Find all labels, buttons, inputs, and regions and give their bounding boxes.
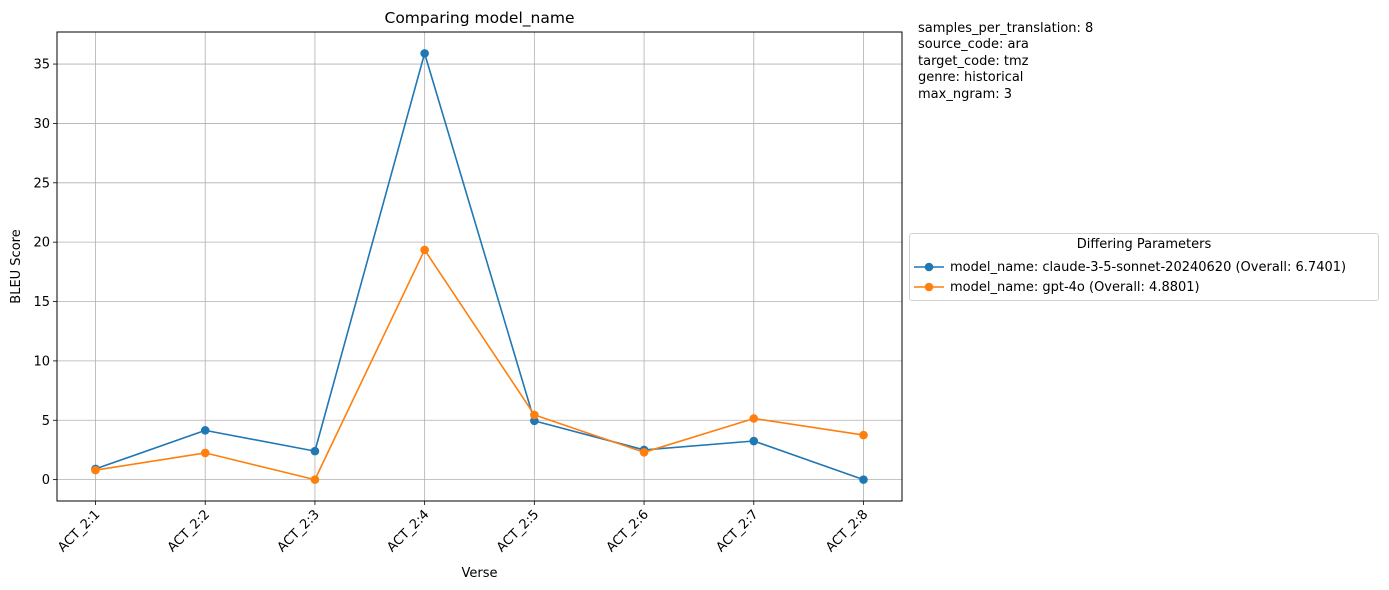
x-tick-label: ACT_2:8 [823, 507, 871, 555]
series-2-point [639, 448, 649, 457]
series-1-line [95, 52, 864, 481]
y-tick-label: 10 [33, 354, 50, 369]
x-tick-label: ACT_2:2 [165, 507, 213, 555]
legend-title: Differing Parameters [1076, 237, 1212, 252]
series-1-point [310, 446, 320, 456]
legend: Differing Parameters model_name: claude-… [909, 233, 1379, 301]
series-1-point [859, 475, 868, 484]
y-tick-label: 15 [33, 295, 50, 310]
x-tick-label: ACT_2:7 [713, 507, 761, 555]
series-1-point [420, 49, 429, 58]
y-tick-label: 5 [42, 414, 50, 429]
x-tick-label: ACT_2:3 [275, 507, 323, 555]
y-axis-label: BLEU Score [9, 229, 24, 303]
legend-swatch-series-2 [914, 282, 944, 292]
series-2-point [91, 465, 100, 475]
y-tick-label: 20 [33, 236, 50, 251]
series-1-point [200, 426, 210, 435]
param-line: source_code: ara [918, 37, 1029, 53]
series-2-point [200, 448, 210, 458]
series-layer [91, 49, 868, 484]
x-tick-label: ACT_2:6 [604, 507, 652, 555]
x-tick-label: ACT_2:4 [384, 507, 432, 555]
legend-swatch-series-1 [914, 262, 944, 272]
x-tick-label: ACT_2:5 [494, 507, 542, 555]
legend-entry-series-1: model_name: claude-3-5-sonnet-20240620 (… [914, 258, 1346, 276]
plot-frame [56, 31, 903, 502]
y-tick-label: 30 [33, 117, 50, 132]
x-axis-label: Verse [462, 566, 498, 581]
series-2-line [95, 249, 864, 481]
x-axis: ACT_2:1 ACT_2:2 ACT_2:3 ACT_2:4 ACT_2:5 ACT_2… [55, 501, 871, 555]
param-line: genre: historical [918, 70, 1024, 86]
y-tick-label: 25 [33, 176, 50, 191]
series-2-point [310, 475, 320, 484]
legend-label-series-1: model_name: claude-3-5-sonnet-20240620 (… [950, 259, 1347, 275]
legend-entry-series-2: model_name: gpt-4o (Overall: 4.8801) [914, 278, 1200, 296]
chart-title: Comparing model_name [385, 9, 575, 28]
series-2-point [420, 245, 429, 255]
series-2-point [749, 414, 759, 423]
series-2-point [530, 410, 539, 420]
param-line: samples_per_translation: 8 [918, 21, 1094, 36]
y-tick-label: 35 [33, 58, 50, 73]
x-tick-label: ACT_2:1 [55, 507, 103, 555]
param-line: target_code: tmz [918, 53, 1029, 69]
param-line: max_ngram: 3 [918, 86, 1013, 102]
grid-lines [57, 32, 902, 501]
y-axis: 0 5 10 15 20 25 30 35 [33, 58, 57, 488]
series-1-point [749, 436, 759, 446]
parameter-block: samples_per_translation: 8 source_code: … [918, 21, 1093, 103]
series-1-point [530, 416, 539, 426]
legend-label-series-2: model_name: gpt-4o (Overall: 4.8801) [950, 279, 1200, 295]
series-2-point [859, 430, 868, 440]
y-tick-label: 0 [42, 473, 50, 488]
